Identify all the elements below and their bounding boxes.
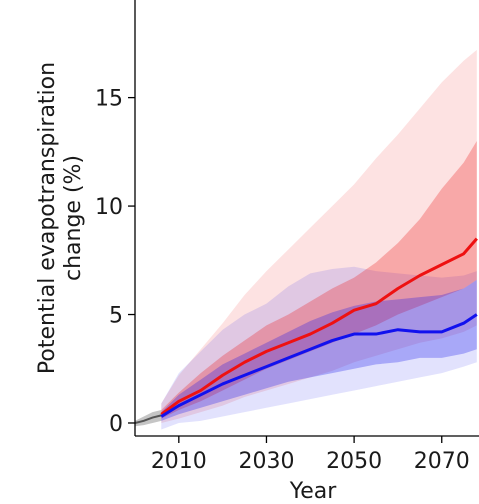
plot-area xyxy=(135,49,478,430)
series-1-mean-line xyxy=(160,313,478,418)
series-1-range-band xyxy=(161,266,477,430)
labels: 0 5 10 15 2010 2030 2050 2070 Year Potential evap… xyxy=(35,62,470,504)
x-axis-label: Year xyxy=(289,479,338,504)
x-tick-label: 2070 xyxy=(414,449,470,474)
x-tick-label: 2010 xyxy=(151,449,207,474)
x-tick-label: 2030 xyxy=(238,449,294,474)
axes xyxy=(128,0,479,443)
y-tick-label: 5 xyxy=(109,304,123,329)
y-tick-label: 15 xyxy=(95,87,123,112)
series-0-spread-band xyxy=(161,140,477,419)
historical-band xyxy=(135,409,162,427)
y-tick-label: 0 xyxy=(109,412,123,437)
series-1-spread-band xyxy=(161,279,477,421)
y-axis-label: Potential evapotranspirationchange (%) xyxy=(35,62,86,374)
y-tick-label: 10 xyxy=(95,195,123,220)
y-axis-label-line: change (%) xyxy=(61,155,86,281)
series-0-mean-line xyxy=(160,237,478,416)
historical-line xyxy=(135,414,162,424)
x-tick-label: 2050 xyxy=(326,449,382,474)
y-axis-label-line: Potential evapotranspiration xyxy=(35,62,60,374)
